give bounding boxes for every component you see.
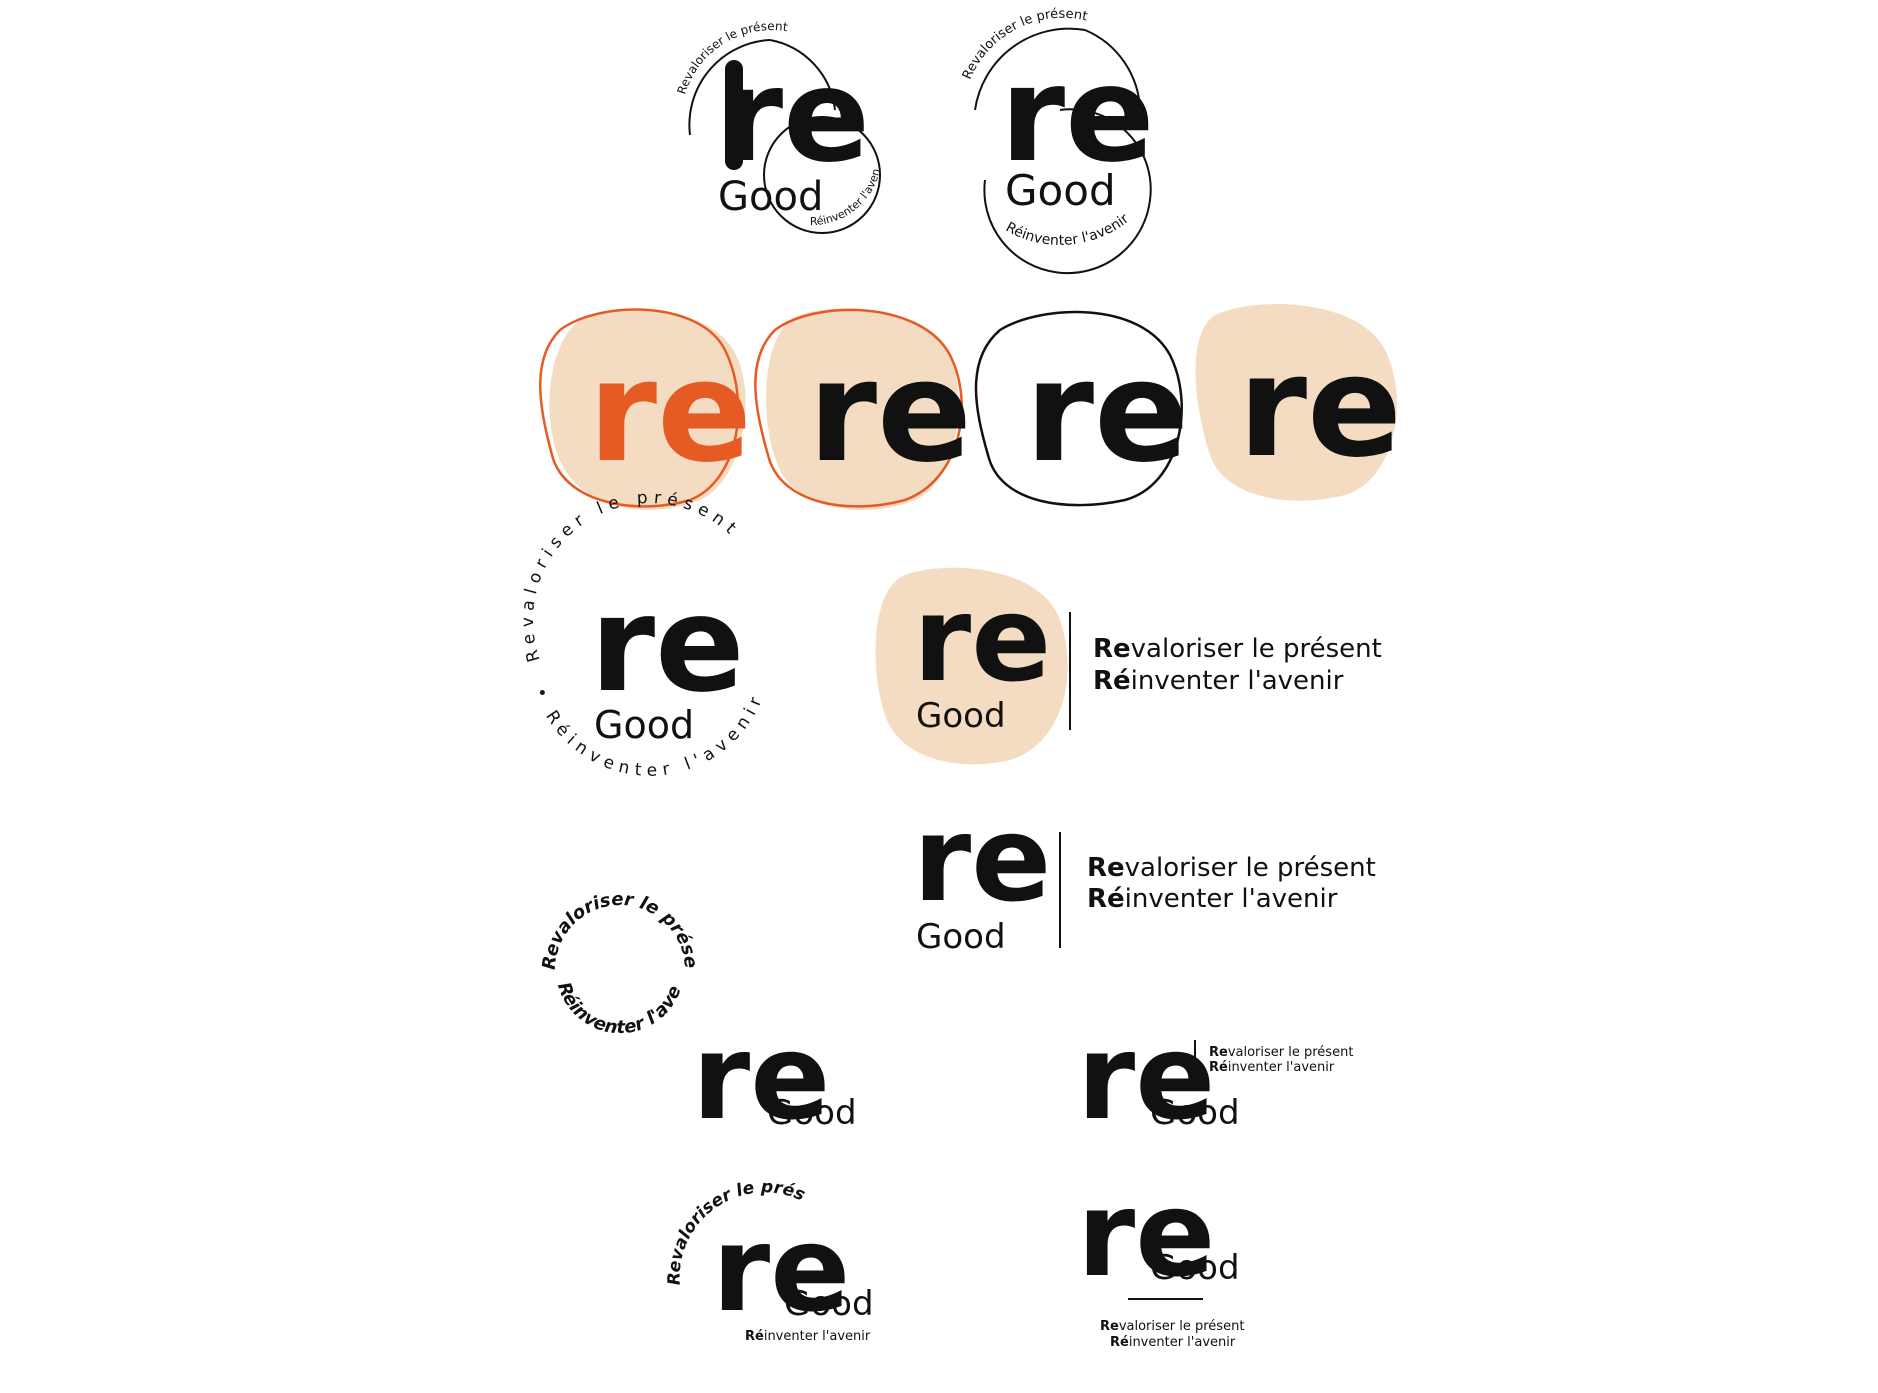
monogram-text: re (808, 331, 972, 494)
monogram-text: re (1077, 1008, 1215, 1146)
logo-blob-orange: re (539, 308, 752, 510)
divider (1194, 1040, 1196, 1078)
brand-name: Good (784, 1284, 874, 1324)
brand-name: Good (718, 174, 823, 220)
tagline-2: Réinventer l'avenir (745, 1329, 871, 1344)
monogram-text: re (712, 1200, 850, 1338)
rule (1128, 1298, 1203, 1300)
brand-name: Good (594, 703, 694, 747)
tagline-1: Revaloriser le présent (1093, 634, 1382, 664)
tagline-2: Réinventer l'avenir (1110, 1335, 1236, 1350)
monogram-text: re (1238, 326, 1402, 489)
brand-name: Good (1150, 1093, 1240, 1133)
monogram-text: re (913, 570, 1051, 708)
logo-plain-horizontal: re Good Revaloriser le présent Réinvente… (913, 790, 1376, 957)
brand-name: Good (916, 917, 1006, 957)
monogram-text: re (720, 42, 870, 191)
logo-circle-script-large: re Good Revaloriser le présent Réinvente… (960, 7, 1155, 275)
logo-compact-good: re Good (692, 1008, 857, 1146)
logo-blob-horizontal: re Good Revaloriser le présent Réinvente… (875, 567, 1382, 765)
logo-circle-script-small: re Good Revaloriser le présent Réinvente… (0, 0, 883, 234)
tagline-1: Revaloriser le présent (1087, 853, 1376, 883)
logo-stacked-underline: re Good Revaloriser le présent Réinvente… (1077, 1165, 1244, 1350)
tagline-1: Revaloriser le présent (1100, 1319, 1244, 1334)
monogram-text: re (590, 568, 745, 722)
brand-name: Good (767, 1093, 857, 1133)
divider (1059, 832, 1061, 948)
brand-name: Good (1005, 166, 1116, 215)
tagline-2: Réinventer l'avenir (1087, 884, 1338, 914)
monogram-text: re (913, 790, 1051, 928)
tagline-2: Réinventer l'avenir (1093, 666, 1344, 696)
tagline-1: Revaloriser le présent (1209, 1045, 1353, 1060)
brand-name: Good (916, 696, 1006, 736)
monogram-text: re (1077, 1165, 1215, 1303)
monogram-text: re (692, 1008, 830, 1146)
logo-blob-orange-outline: re (754, 308, 972, 510)
monogram-re: re (720, 42, 870, 191)
monogram-text: re (588, 331, 752, 494)
curved-tagline-2: Réinventer l'avenir (1003, 211, 1132, 249)
tagline-2: Réinventer l'avenir (1209, 1060, 1335, 1075)
logo-blob-black-outline: re (974, 310, 1189, 507)
monogram-text: re (1025, 331, 1189, 494)
logo-compact-good-tagline: re Good Revaloriser le présent Réinvente… (1077, 1008, 1353, 1146)
monogram-text: re (1000, 38, 1155, 192)
logo-round-stamp: re Good Revaloriser le présent • Réinven… (518, 488, 762, 781)
divider (1069, 612, 1071, 730)
brand-name: Good (1150, 1248, 1240, 1288)
logo-blob-beige: re (1195, 304, 1402, 501)
